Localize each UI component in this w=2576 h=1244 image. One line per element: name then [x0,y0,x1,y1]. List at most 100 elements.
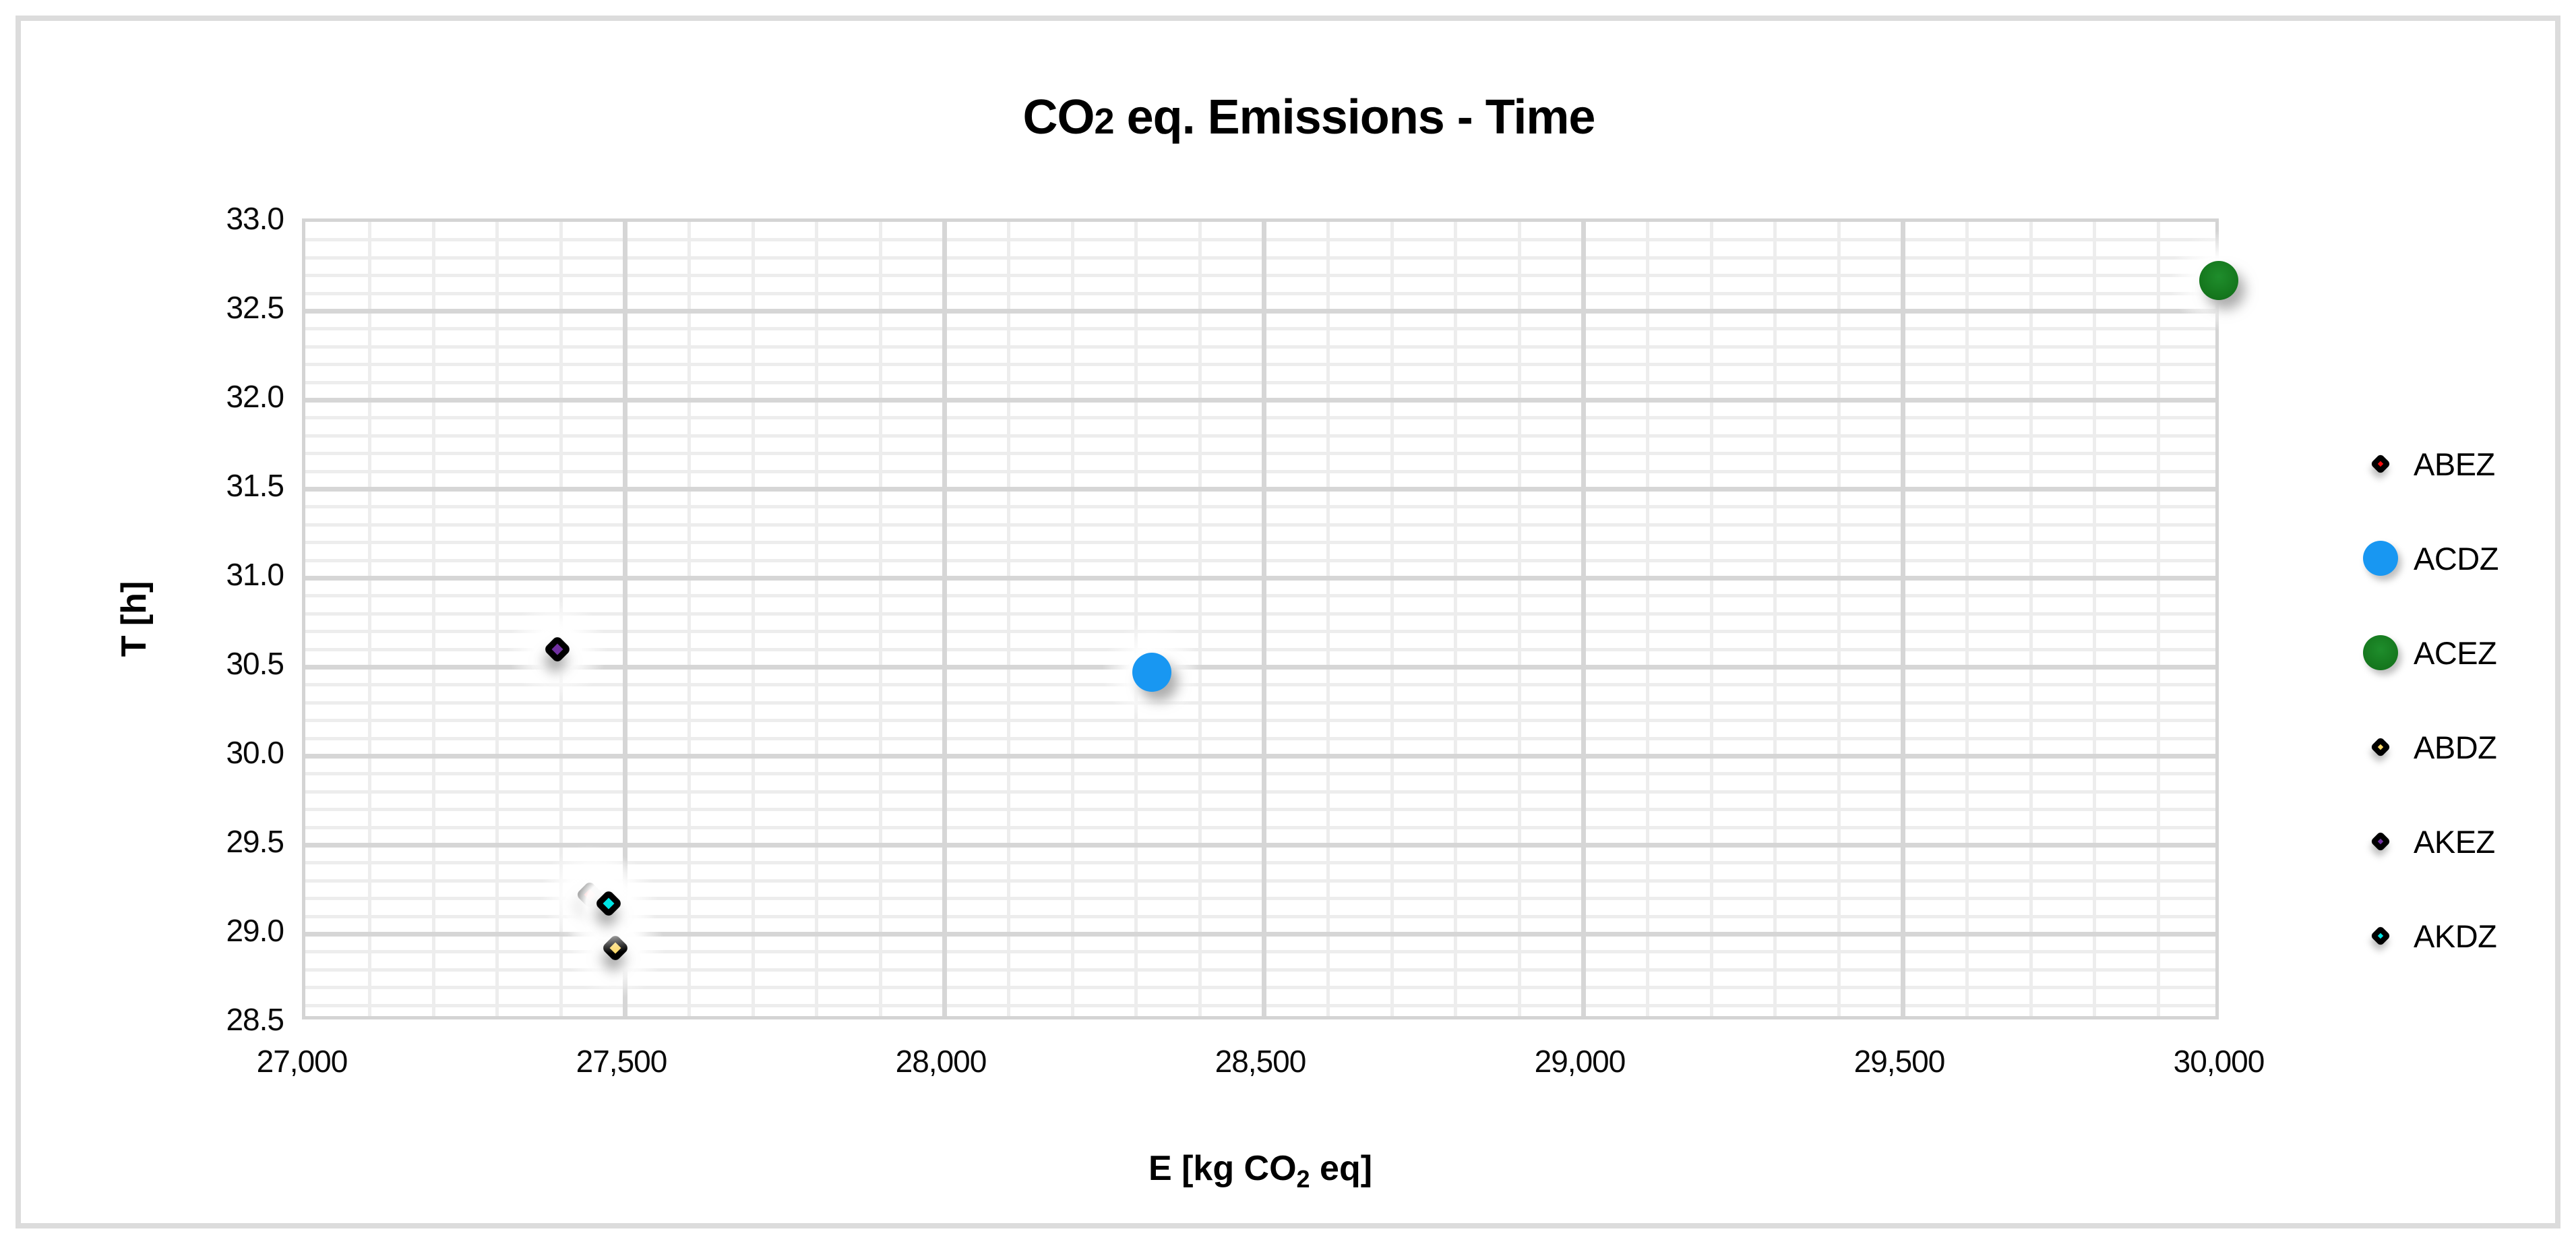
gridline-minor-vertical [1518,222,1522,1016]
acez-legend-circle-icon [2363,635,2398,670]
legend-marker-slot [2358,453,2403,475]
legend-item-akez[interactable]: AKEZ [2358,818,2495,865]
akez-legend-diamond-icon [2370,831,2391,852]
gridline-minor-horizontal [305,808,2215,812]
chart-title: CO2 eq. Emissions - Time [1022,90,1596,145]
gridline-major-horizontal [305,843,2215,848]
gridline-minor-horizontal [305,790,2215,794]
gridline-major-vertical [942,222,947,1016]
gridline-minor-horizontal [305,897,2215,901]
gridline-minor-horizontal [305,238,2215,242]
gridline-minor-vertical [1773,222,1777,1016]
gridline-minor-vertical [815,222,819,1016]
gridline-major-vertical [623,222,627,1016]
gridline-minor-vertical [2029,222,2033,1016]
gridline-minor-vertical [687,222,691,1016]
y-tick-label: 29.5 [226,824,284,859]
chart-title-text-rest: eq. Emissions - Time [1113,90,1596,144]
legend-label: AKEZ [2414,823,2495,860]
x-tick-label: 27,000 [256,1044,348,1079]
gridline-minor-vertical [431,222,435,1016]
gridline-minor-vertical [1454,222,1458,1016]
gridline-minor-horizontal [305,736,2215,740]
gridline-major-horizontal [305,309,2215,314]
gridline-minor-vertical [1645,222,1649,1016]
gridline-minor-horizontal [305,879,2215,883]
gridline-minor-horizontal [305,416,2215,420]
gridline-minor-horizontal [305,345,2215,349]
gridline-minor-vertical [751,222,755,1016]
x-tick-label: 29,000 [1534,1044,1626,1079]
y-tick-label: 31.5 [226,468,284,503]
legend-label: ACEZ [2414,634,2497,671]
x-tick-label: 29,500 [1853,1044,1946,1079]
legend-marker-slot [2358,541,2403,576]
x-tick-label: 30,000 [2173,1044,2265,1079]
y-tick-label: 29.0 [226,913,284,948]
legend-label: ABEZ [2414,446,2495,482]
legend-item-akdz[interactable]: AKDZ [2358,912,2497,959]
gridline-minor-horizontal [305,683,2215,687]
gridline-minor-vertical [1709,222,1713,1016]
gridline-minor-horizontal [305,701,2215,705]
chart-title-text: CO [1022,90,1095,144]
data-point-akdz[interactable] [545,839,673,968]
gridline-minor-vertical [367,222,371,1016]
gridline-minor-vertical [1390,222,1394,1016]
x-tick-label: 27,500 [576,1044,668,1079]
legend-item-abdz[interactable]: ABDZ [2358,723,2497,771]
gridline-minor-vertical [879,222,883,1016]
gridline-minor-horizontal [305,914,2215,918]
y-axis-title: T [h] [115,581,154,657]
gridline-minor-horizontal [305,861,2215,865]
gridline-major-vertical [1581,222,1586,1016]
data-point-acez[interactable] [2155,216,2283,345]
y-tick-label: 28.5 [226,1002,284,1037]
gridline-minor-vertical [1006,222,1010,1016]
gridline-major-horizontal [305,754,2215,759]
data-point-acdz[interactable] [1087,608,1216,737]
gridline-major-horizontal [305,932,2215,937]
x-axis-title-subscript: 2 [1296,1164,1310,1193]
legend-label: ABDZ [2414,729,2497,765]
y-tick-label: 32.0 [226,379,284,414]
gridline-minor-horizontal [305,434,2215,438]
gridline-minor-horizontal [305,772,2215,776]
gridline-minor-horizontal [305,612,2215,616]
gridline-minor-horizontal [305,327,2215,331]
y-tick-label: 30.5 [226,646,284,681]
x-tick-label: 28,500 [1215,1044,1307,1079]
gridline-minor-vertical [2157,222,2161,1016]
abez-legend-diamond-icon [2370,453,2391,475]
y-tick-label: 31.0 [226,557,284,592]
x-axis-title-text: E [kg CO [1148,1149,1297,1188]
gridline-minor-horizontal [305,1003,2215,1007]
gridline-minor-horizontal [305,363,2215,367]
x-tick-label: 28,000 [895,1044,987,1079]
data-point-akez[interactable] [493,585,622,713]
y-tick-label: 33.0 [226,201,284,236]
akdz-legend-diamond-icon [2370,925,2391,947]
gridline-minor-horizontal [305,523,2215,527]
gridline-minor-horizontal [305,469,2215,473]
legend-label: ACDZ [2414,540,2498,576]
y-tick-label: 32.5 [226,290,284,325]
x-axis-title: E [kg CO2 eq] [1148,1148,1372,1193]
gridline-minor-horizontal [305,541,2215,545]
legend-item-abez[interactable]: ABEZ [2358,440,2495,487]
gridline-major-horizontal [305,487,2215,492]
abdz-legend-diamond-icon [2370,736,2391,758]
gridline-minor-vertical [2093,222,2097,1016]
acdz-legend-circle-icon [2363,541,2398,576]
legend-marker-slot [2358,831,2403,852]
legend-marker-slot [2358,736,2403,758]
gridline-minor-vertical [1965,222,1969,1016]
gridline-minor-horizontal [305,274,2215,278]
legend-item-acdz[interactable]: ACDZ [2358,535,2498,582]
legend-item-acez[interactable]: ACEZ [2358,629,2497,676]
gridline-minor-horizontal [305,630,2215,634]
gridline-major-vertical [1901,222,1905,1016]
gridline-minor-horizontal [305,558,2215,562]
legend-marker-slot [2358,925,2403,947]
gridline-minor-vertical [1837,222,1841,1016]
